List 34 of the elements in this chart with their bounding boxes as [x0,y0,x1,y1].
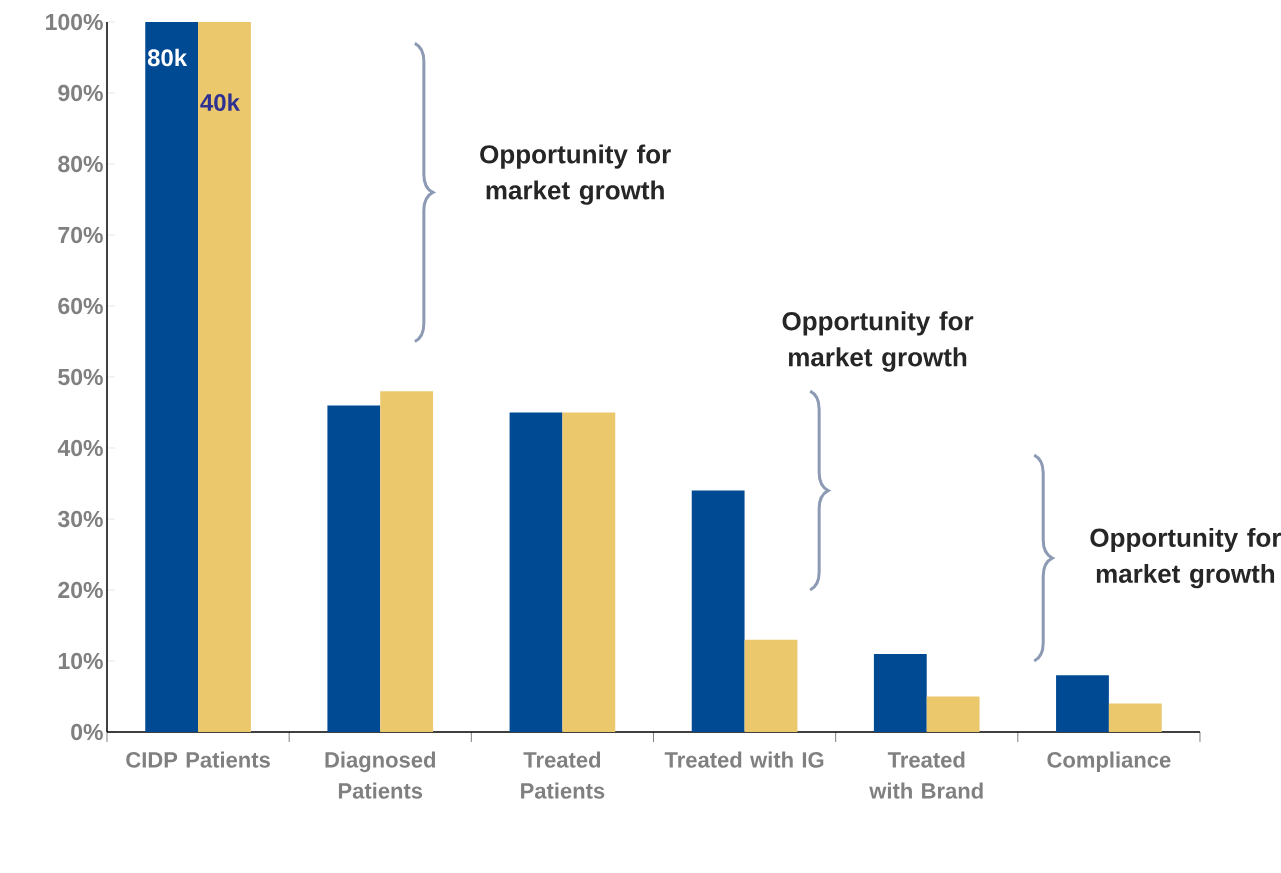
bar [509,412,563,732]
x-tick-label: Treated Patients [521,751,605,799]
x-tick-label: Treated with Brand [869,751,983,799]
bar [145,21,199,732]
annotation: 40k [200,93,240,112]
bar [327,405,381,732]
annotation: Opportunity for market growth [782,311,974,372]
y-tick-label: 40% [57,439,103,457]
y-tick-label: 90% [58,84,103,102]
bar [198,21,251,732]
bar [873,653,927,732]
y-tick-label: 60% [58,297,103,315]
y-tick-label: 70% [58,226,103,244]
y-tick-label: 50% [58,368,103,386]
bar [926,696,980,732]
annotation: Opportunity for market growth [480,144,671,205]
y-tick-label: 80% [58,155,103,173]
bar [744,639,798,732]
bar [562,412,616,732]
x-tick-label: Compliance [1047,751,1171,773]
x-tick-label: CIDP Patients [126,751,270,768]
bar [1108,703,1162,732]
annotation: 80k [147,48,188,67]
x-tick-label: Diagnosed Patients [325,751,436,799]
y-tick-label: 20% [58,581,103,599]
bar [691,490,745,732]
x-tick-label: Treated with IG [664,751,824,768]
y-tick-label: 0% [71,723,103,741]
annotation: Opportunity for market growth [1090,527,1281,589]
y-tick-label: 100% [46,13,103,31]
y-tick-label: 10% [58,652,103,670]
y-tick-label: 30% [57,510,103,528]
bar [380,391,434,732]
bar [1056,675,1109,732]
